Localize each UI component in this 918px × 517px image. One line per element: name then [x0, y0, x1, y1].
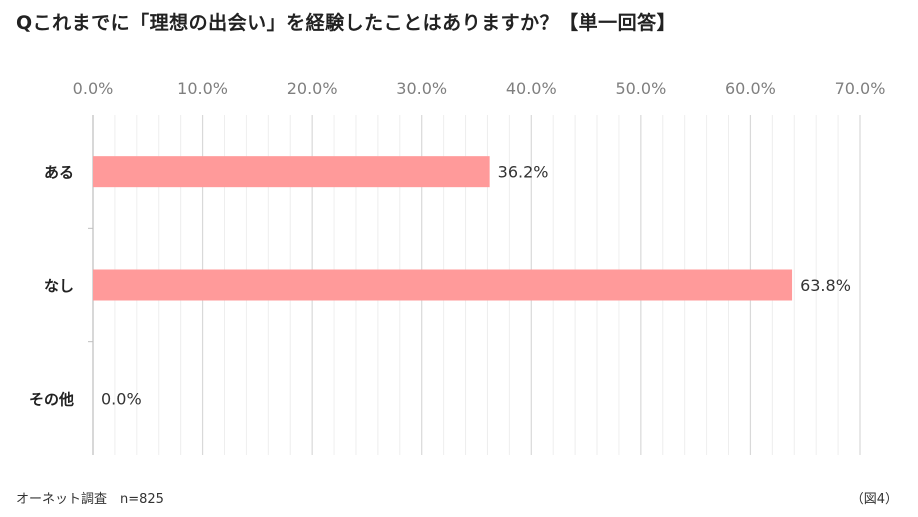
bar — [93, 269, 793, 301]
x-tick-labels: 0.0% 10.0% 20.0% 30.0% 40.0% 50.0% 60.0% 70.0% — [73, 79, 886, 98]
y-axis — [88, 115, 94, 455]
bars — [93, 156, 793, 301]
data-label: 36.2% — [498, 163, 549, 182]
x-tick-label: 30.0% — [396, 79, 447, 98]
data-label: 63.8% — [800, 276, 851, 295]
data-label: 0.0% — [101, 389, 142, 408]
chart-title: Qこれまでに「理想の出会い」を経験したことはありますか？【単一回答】 — [16, 12, 677, 34]
figure-label: （図4） — [850, 492, 898, 507]
bar — [93, 156, 490, 188]
source-note: オーネット調査 n=825 — [16, 492, 164, 507]
x-tick-label: 10.0% — [177, 79, 228, 98]
x-tick-label: 0.0% — [73, 79, 114, 98]
x-tick-label: 70.0% — [835, 79, 886, 98]
category-label: なし — [44, 277, 74, 295]
x-tick-label: 60.0% — [725, 79, 776, 98]
category-label: その他 — [29, 390, 74, 408]
category-label: ある — [44, 164, 74, 182]
x-tick-label: 50.0% — [615, 79, 666, 98]
x-tick-label: 40.0% — [506, 79, 557, 98]
x-tick-label: 20.0% — [287, 79, 338, 98]
data-labels: 36.2% 63.8% 0.0% — [101, 163, 851, 409]
